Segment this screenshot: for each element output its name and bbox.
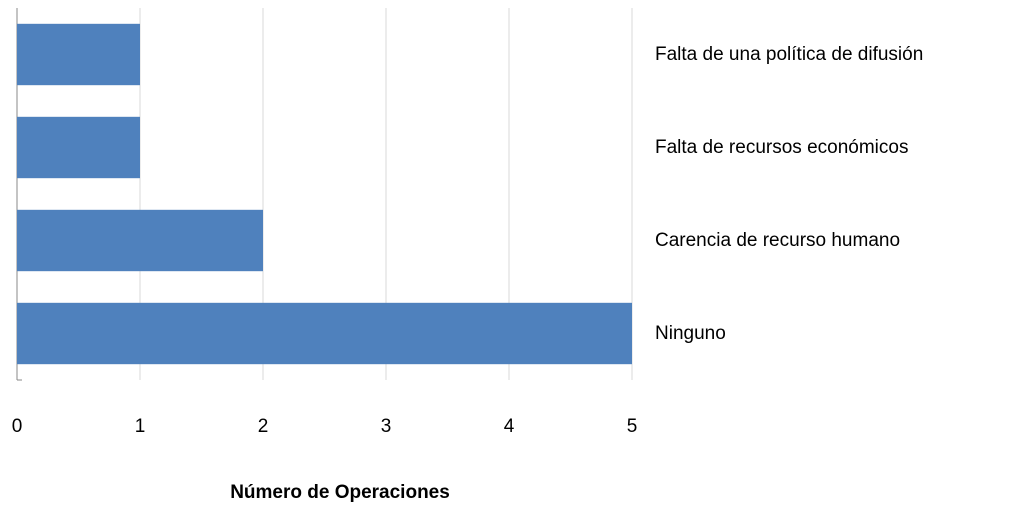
bar bbox=[17, 116, 140, 179]
x-tick-label: 1 bbox=[135, 416, 146, 437]
category-label: Ninguno bbox=[655, 322, 726, 344]
bar bbox=[17, 209, 263, 272]
x-tick-label: 5 bbox=[627, 416, 638, 437]
x-axis-title: Número de Operaciones bbox=[230, 482, 450, 503]
category-label: Falta de una política de difusión bbox=[655, 43, 924, 65]
x-tick-label: 2 bbox=[258, 416, 269, 437]
bar bbox=[17, 23, 140, 86]
bar bbox=[17, 302, 632, 365]
category-label: Falta de recursos económicos bbox=[655, 136, 909, 158]
category-label: Carencia de recurso humano bbox=[655, 229, 901, 251]
x-tick-label: 4 bbox=[504, 416, 515, 437]
x-tick-label: 0 bbox=[12, 416, 23, 437]
x-tick-label: 3 bbox=[381, 416, 392, 437]
